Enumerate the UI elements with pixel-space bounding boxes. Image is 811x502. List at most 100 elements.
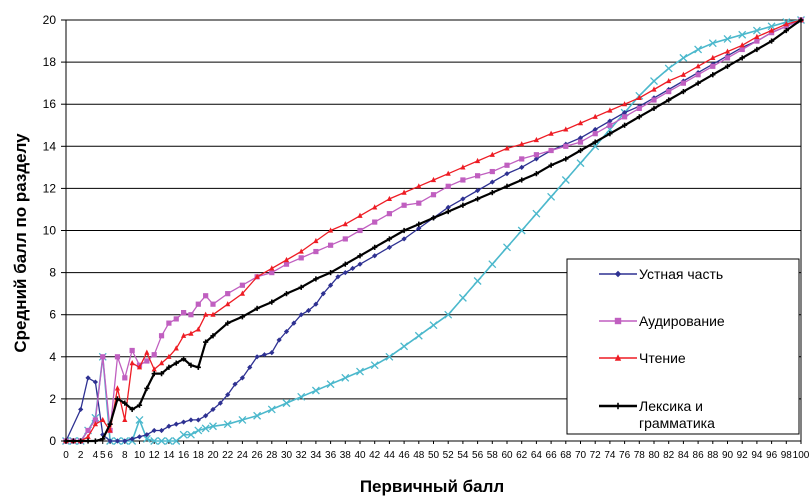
data-point-diamond [607,118,613,124]
data-point-x [679,53,688,62]
data-point-triangle [92,421,98,427]
x-tick-label: 90 [722,450,734,461]
data-point-triangle [695,63,701,69]
x-tick-label: 88 [707,450,719,461]
data-point-plus [136,402,143,408]
data-point-diamond [519,164,525,170]
x-tick-label: 54 [457,450,469,461]
data-point-square [166,320,172,326]
data-point-x [414,331,423,340]
data-point-plus [548,162,554,168]
data-point-square [769,30,775,36]
data-point-triangle [533,136,539,143]
x-b [209,422,217,431]
data-point-square [636,105,642,112]
data-point-triangle [342,221,348,227]
data-point-triangle [460,164,466,170]
data-point-plus [269,299,275,305]
data-point-triangle [739,42,745,48]
data-point-triangle [107,427,113,433]
x-b [708,39,717,48]
x-b [282,399,291,408]
data-point-x [164,437,173,445]
x-tick-label: 4 [93,450,99,461]
x-tick-label: 66 [546,450,558,461]
data-point-diamond [342,270,348,276]
data-point-square [592,131,598,137]
x-tick-label: 78 [634,450,646,461]
data-point-x [488,260,497,269]
data-point-plus [151,371,157,377]
data-point-square [151,352,157,358]
data-point-triangle [636,94,642,100]
data-point-square [401,202,407,208]
data-point-x [532,209,541,218]
data-point-triangle [607,107,613,113]
data-point-diamond [357,261,363,267]
data-point-diamond [283,328,290,335]
data-point-plus [769,38,775,44]
data-point-plus [195,364,201,370]
data-point-plus [651,105,657,112]
data-point-square [614,317,622,325]
data-point-diamond [577,135,584,141]
x-b [253,411,262,420]
data-point-x [179,430,188,439]
data-point-plus [203,339,209,345]
x-tick-label: 74 [604,450,616,461]
y-tick-label: 12 [43,181,57,195]
data-point-triangle [386,195,392,202]
data-point-square [504,162,510,168]
data-point-plus [489,190,495,196]
data-point-plus [70,438,76,444]
data-point-x [473,277,482,285]
data-point-x [708,39,717,48]
data-point-triangle [298,248,304,254]
x-b [752,26,761,35]
data-point-plus [430,215,437,221]
data-point-square [313,248,319,255]
x-b [142,434,151,443]
x-tick-label: 28 [266,450,278,461]
data-point-plus [607,131,613,137]
x-tick-label: 94 [751,450,763,461]
data-point-diamond [372,253,378,259]
data-point-plus [710,72,716,78]
x-b [517,226,526,235]
data-point-x [356,367,364,376]
data-point-diamond [261,352,268,358]
data-point-plus [386,236,392,242]
data-point-plus [533,171,539,177]
data-point-triangle [100,416,106,423]
x-b [547,192,556,201]
data-point-triangle [680,71,686,77]
data-point-plus [210,333,216,339]
x-tick-label: 44 [384,450,396,461]
data-point-square [269,270,275,276]
data-point-diamond [239,375,245,381]
data-point-x [186,430,195,439]
x-tick-label: 50 [428,450,440,461]
data-point-plus [181,356,187,362]
data-point-square [548,147,554,154]
data-point-triangle [122,416,128,423]
data-point-plus [798,17,804,23]
x-b [664,64,673,73]
data-point-x [723,34,732,43]
data-point-plus [622,122,628,128]
data-point-plus [254,305,260,311]
data-point-triangle [504,145,510,151]
data-point-diamond [78,406,84,413]
x-b [201,424,210,433]
data-point-triangle [754,33,760,39]
data-point-square [519,156,525,162]
data-point-square [739,46,745,53]
data-point-plus [166,364,172,370]
data-point-plus [783,27,789,34]
data-point-x [209,422,217,431]
data-point-diamond [92,379,98,385]
x-tick-label: 34 [310,450,322,461]
data-point-diamond [136,434,143,440]
data-point-x [752,26,761,35]
